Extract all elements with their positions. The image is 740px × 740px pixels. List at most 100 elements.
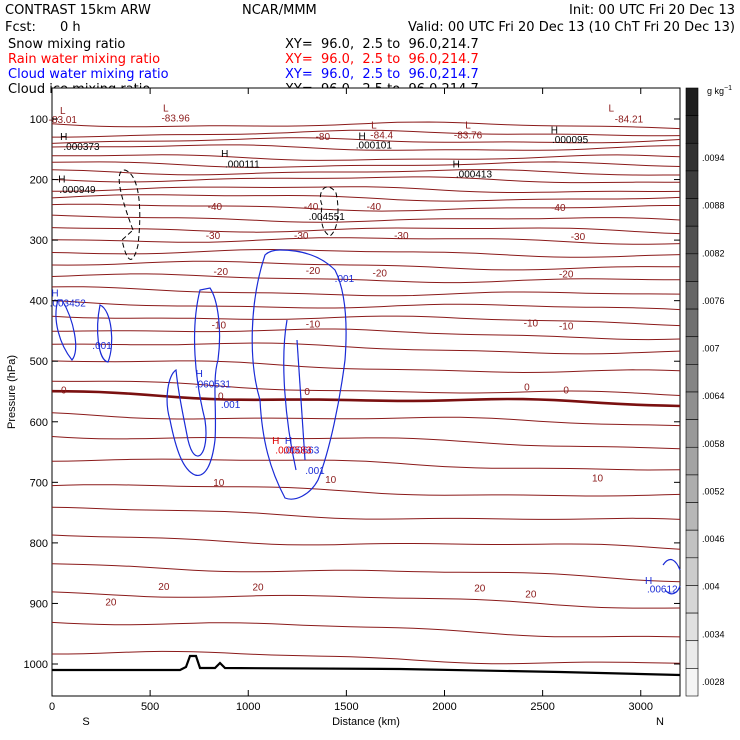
isotherm-line	[51, 286, 681, 297]
snow-ice-label: .000101	[356, 141, 393, 152]
y-tick-label: 600	[30, 417, 48, 429]
colorbar-bin	[685, 142, 699, 172]
isotherm-label: -10	[212, 321, 227, 332]
isotherm-label: 10	[213, 478, 225, 489]
snow-ice-label: L	[163, 104, 169, 115]
y-tick-label: 300	[30, 235, 48, 247]
colorbar-bin	[685, 281, 699, 310]
isotherm-line	[51, 161, 681, 169]
terrain-line	[52, 654, 681, 677]
cloud-water-label: H	[645, 576, 652, 587]
isotherm-line	[51, 248, 681, 258]
snow-ice-label: H	[358, 132, 365, 143]
isotherm-line	[51, 315, 681, 327]
isotherm-line	[51, 176, 681, 184]
isotherm-label: -40	[304, 202, 319, 213]
isotherm-line	[51, 137, 681, 144]
isotherm-line	[51, 342, 681, 355]
colorbar-tick-label: .004	[702, 582, 720, 592]
x-tick-label: 3000	[629, 701, 653, 713]
snow-ice-label: -84.4	[370, 130, 393, 141]
y-tick-label: 100	[30, 114, 48, 126]
colorbar-tick-label: .0052	[702, 486, 725, 496]
colorbar-bin	[685, 474, 699, 503]
isotherm-line	[51, 534, 681, 550]
cloud-water-label: .00612	[647, 585, 678, 596]
isotherm-line	[51, 237, 681, 245]
cloud-water-contour	[662, 558, 681, 571]
isotherm-line	[52, 129, 681, 138]
colorbar-bin	[685, 557, 699, 586]
rain-label: .000583	[275, 445, 312, 456]
isotherm-line	[52, 650, 681, 665]
snow-ice-label: .000095	[552, 135, 589, 146]
colorbar-tick-label: .0064	[702, 391, 725, 401]
cloud-ice-contour	[320, 186, 339, 237]
x-tick-label: 1000	[236, 701, 260, 713]
snow-ice-label: H	[551, 126, 558, 137]
colorbar-tick-label: .0046	[702, 534, 725, 544]
field-xy: XY= 96.0, 2.5 to 96.0,214.7	[285, 37, 479, 52]
field-xy: XY= 96.0, 2.5 to 96.0,214.7	[285, 67, 479, 82]
cloud-water-contour	[251, 249, 347, 500]
colorbar-bin	[685, 115, 699, 144]
fcst-label: Fcst:	[5, 20, 36, 35]
colorbar-bin	[685, 198, 699, 227]
colorbar-bin	[685, 668, 699, 697]
isotherm-line	[51, 436, 681, 450]
x-tick-label: 2000	[432, 701, 456, 713]
isotherm-line	[51, 360, 681, 374]
colorbar-tick-label: .0076	[702, 296, 725, 306]
colorbar-tick-label: .0058	[702, 439, 725, 449]
cloud-water-contour	[55, 299, 77, 361]
y-tick-label: 700	[30, 477, 48, 489]
header: CONTRAST 15km ARW NCAR/MMM Init: 00 UTC …	[5, 3, 735, 97]
x-tick-label: 0	[49, 701, 55, 713]
isotherm-line	[51, 300, 681, 311]
cloud-water-label: .003452	[50, 299, 87, 310]
snow-ice-label: L	[609, 104, 615, 115]
colorbar: g kg−1 .0094 .0088 .0082 .0076 .007 .0064 .005…	[685, 85, 732, 697]
isotherm-label: 0	[61, 385, 67, 396]
cloud-water-contour	[283, 319, 297, 471]
cloud-water-label: H	[51, 288, 58, 299]
isotherm-label: 20	[474, 583, 486, 594]
isotherm-line	[51, 194, 681, 202]
colorbar-bin	[685, 391, 699, 420]
snow-ice-label: .000111	[225, 159, 260, 170]
isotherm-line	[51, 121, 681, 130]
snow-ice-label: .000949	[59, 185, 96, 196]
org-label: NCAR/MMM	[242, 3, 317, 18]
colorbar-bin	[685, 336, 699, 365]
colorbar-bin	[685, 446, 699, 476]
cloud-water-label: .001	[335, 274, 355, 285]
isotherm-line	[51, 273, 680, 284]
cloud-water-label: H	[196, 369, 203, 380]
cloud-water-label: .001	[221, 400, 241, 411]
isotherm-label: -20	[373, 268, 388, 279]
plot-area: -80 -40 -40 -40 -40 -30 -30 -30 -30 -20 -20 -20 -20 -…	[6, 87, 681, 728]
isotherm-line	[51, 484, 681, 497]
snow-ice-label: H	[453, 159, 460, 170]
y-tick-label: 1000	[24, 659, 48, 671]
cloud-water-label: .060531	[195, 379, 232, 390]
colorbar-bin	[685, 87, 699, 116]
terrain-profile	[52, 654, 681, 677]
isotherm-label: 20	[158, 582, 170, 593]
cloud-ice-contour	[118, 169, 141, 260]
y-tick-label: 900	[30, 598, 48, 610]
y-axis-title: Pressure (hPa)	[6, 355, 18, 429]
colorbar-bin	[685, 529, 699, 559]
temperature-contours	[51, 121, 681, 665]
cloud-water-label: .001	[92, 341, 112, 352]
isotherm-line	[51, 389, 681, 408]
isotherm-label: 0	[563, 385, 569, 396]
colorbar-tick-label: .0034	[702, 629, 725, 639]
isotherm-label: -40	[367, 202, 382, 213]
cloud-water-contour	[296, 339, 306, 461]
valid-time: Valid: 00 UTC Fri 20 Dec 13 (10 ChT Fri …	[408, 20, 735, 35]
isotherm-line	[51, 169, 680, 176]
colorbar-tick-label: .0082	[702, 248, 725, 258]
y-tick-label: 200	[30, 175, 48, 187]
cloud-water-label: H	[285, 436, 292, 447]
